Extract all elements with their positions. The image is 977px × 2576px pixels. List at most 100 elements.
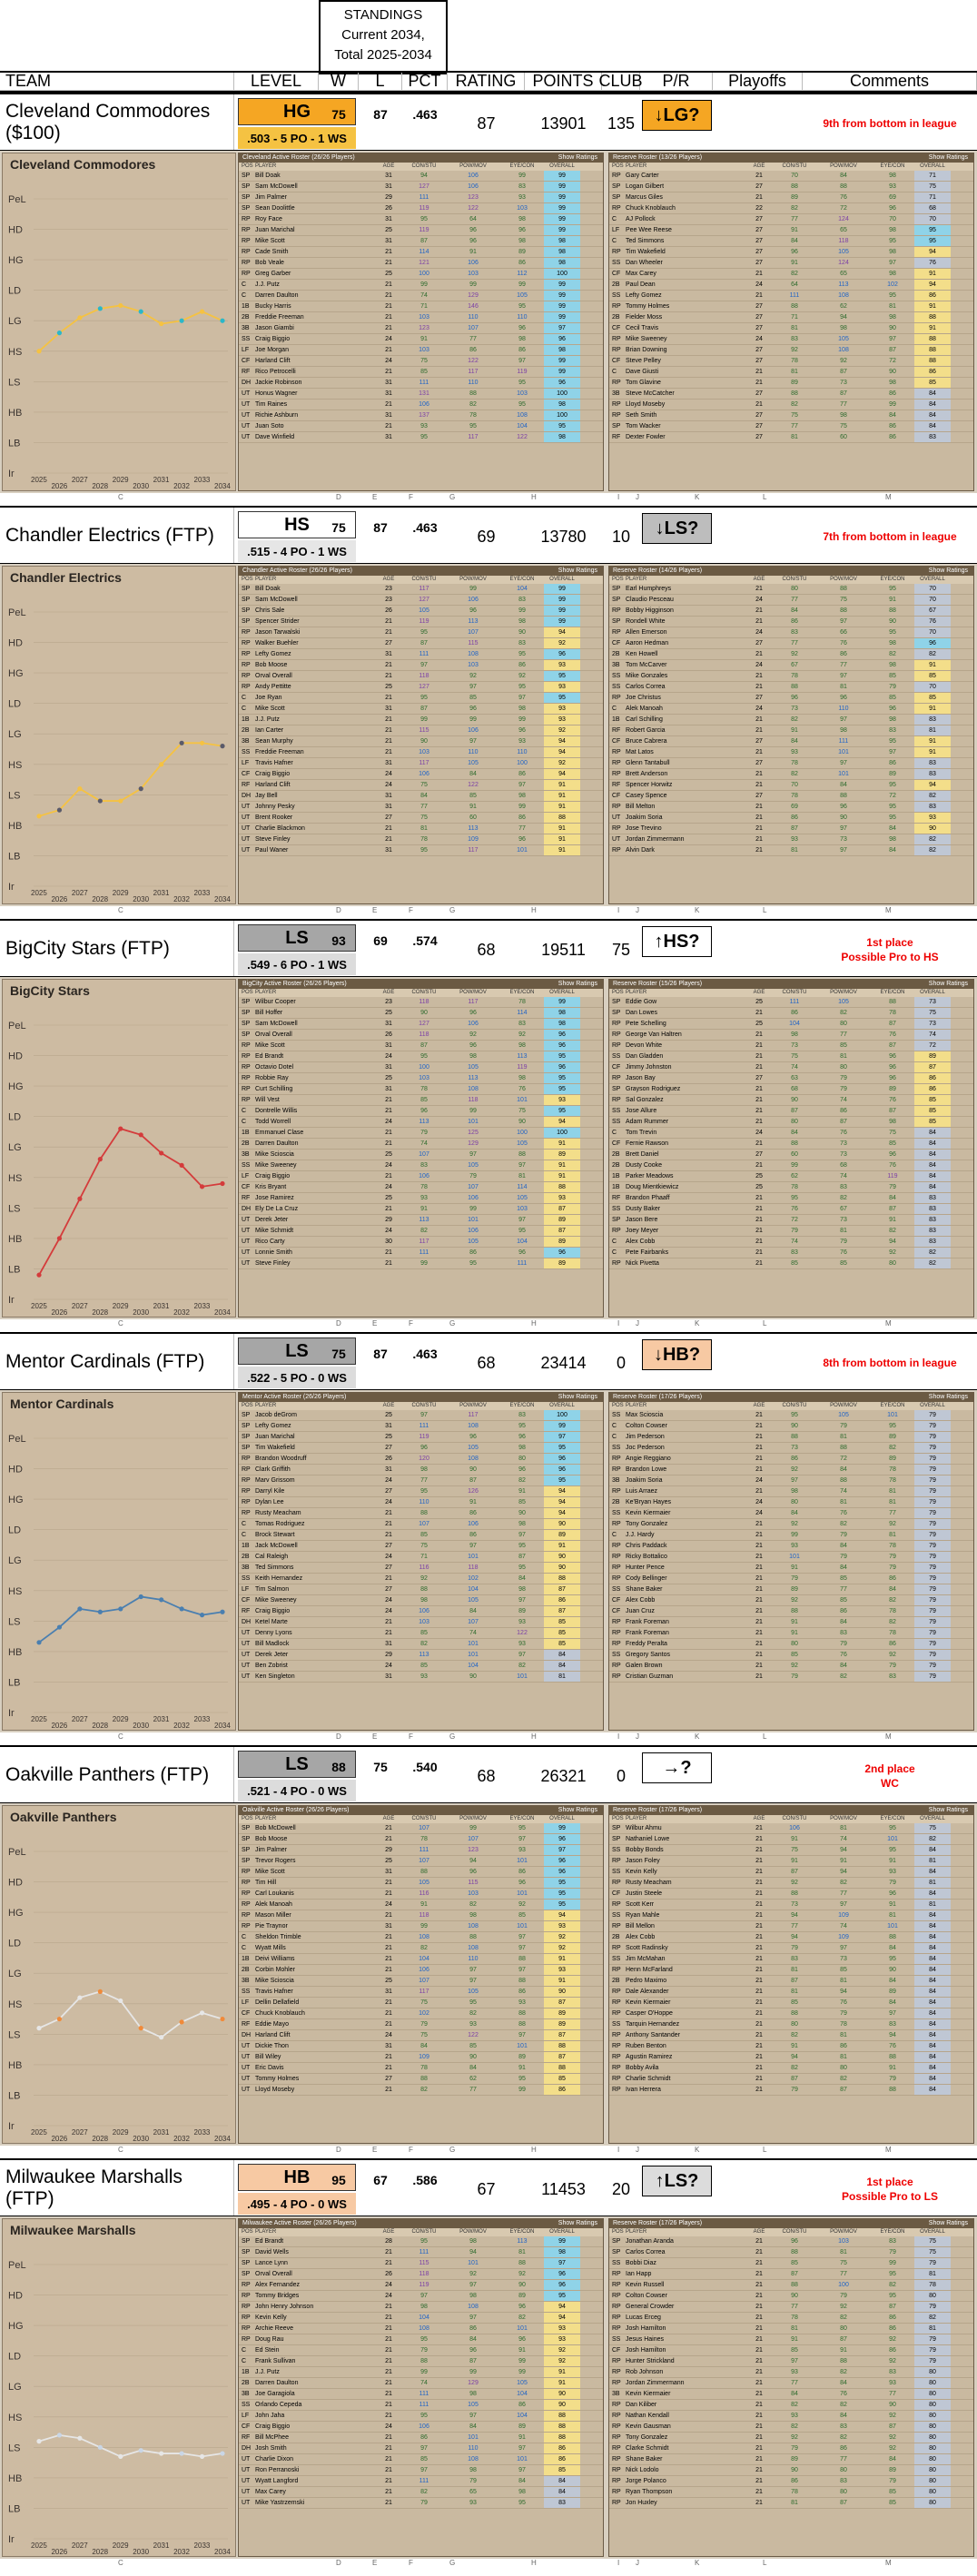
roster-row[interactable]: UT Wyatt Langford 21 111 79 84 84: [239, 2476, 603, 2487]
roster-row[interactable]: 3B Mike Scioscia 25 107 97 88 91: [239, 1976, 603, 1987]
roster-row[interactable]: RP Rob Johnson 21 93 82 83 80: [609, 2367, 973, 2378]
roster-row[interactable]: RP Chuck Knoblauch 22 82 72 96 68: [609, 203, 973, 214]
roster-row[interactable]: RF Bill McPhee 21 86 101 91 88: [239, 2433, 603, 2443]
roster-row[interactable]: SP Marcus Giles 21 89 76 69 71: [609, 192, 973, 203]
roster-row[interactable]: 2B Pedro Maximo 21 87 81 84 84: [609, 1976, 973, 1987]
roster-row[interactable]: RP Jon Huxley 21 81 87 85 80: [609, 2498, 973, 2509]
roster-row[interactable]: RP General Crowder 21 77 92 87 79: [609, 2302, 973, 2313]
roster-row[interactable]: RP Galen Brown 21 92 84 79 79: [609, 1661, 973, 1672]
roster-row[interactable]: C Alex Cobb 21 74 79 94 83: [609, 1237, 973, 1248]
roster-row[interactable]: RP Dan Kiliber 21 82 82 90 80: [609, 2400, 973, 2411]
roster-row[interactable]: RP Freddy Peralta 21 80 79 86 79: [609, 1639, 973, 1650]
show-ratings-toggle[interactable]: Show Ratings: [558, 154, 597, 161]
roster-row[interactable]: RP Alek Manoah 24 91 82 92 95: [239, 1900, 603, 1910]
roster-row[interactable]: C Dave Giusti 21 81 87 90 86: [609, 367, 973, 378]
team-name[interactable]: Mentor Cardinals (FTP): [0, 1334, 234, 1389]
roster-row[interactable]: C Darren Daulton 21 74 129 105 99: [239, 291, 603, 301]
roster-row[interactable]: 2B Cal Raleigh 24 71 101 87 90: [239, 1552, 603, 1563]
roster-row[interactable]: RP Kevin Gausman 21 82 83 87 80: [609, 2422, 973, 2433]
roster-row[interactable]: DH Ketel Marte 21 103 107 93 85: [239, 1617, 603, 1628]
roster-row[interactable]: RP Nick Lodolo 21 90 80 89 80: [609, 2465, 973, 2476]
roster-row[interactable]: UT Denny Lyons 21 85 74 122 85: [239, 1628, 603, 1639]
roster-row[interactable]: RP Roy Face 31 95 64 98 99: [239, 214, 603, 225]
roster-row[interactable]: RF Craig Biggio 24 106 84 89 87: [239, 1606, 603, 1617]
roster-row[interactable]: 2B Darren Daulton 21 74 129 105 91: [239, 2378, 603, 2389]
roster-row[interactable]: RP Orval Overall 21 118 92 92 95: [239, 671, 603, 682]
roster-row[interactable]: CF Kris Bryant 24 78 107 114 88: [239, 1182, 603, 1193]
roster-row[interactable]: SP Logan Gilbert 27 88 88 93 75: [609, 182, 973, 192]
roster-row[interactable]: SP Lefty Gomez 31 111 108 95 99: [239, 1421, 603, 1432]
roster-row[interactable]: RP Tony Gonzalez 21 92 82 92 80: [609, 2433, 973, 2443]
roster-row[interactable]: C Todd Worrell 24 113 101 90 94: [239, 1117, 603, 1128]
roster-row[interactable]: SP Carlos Correa 21 88 81 79 75: [609, 2247, 973, 2258]
roster-row[interactable]: LF Travis Hafner 31 117 105 100 92: [239, 758, 603, 769]
roster-row[interactable]: UT Ken Singleton 31 93 90 101 81: [239, 1672, 603, 1683]
roster-row[interactable]: SP Trevor Rogers 25 107 94 101 96: [239, 1856, 603, 1867]
roster-row[interactable]: 1B Bucky Harris 21 71 146 95 99: [239, 301, 603, 312]
roster-row[interactable]: SS Jesus Haines 21 91 87 92 79: [609, 2334, 973, 2345]
roster-row[interactable]: 2B Freddie Freeman 21 103 110 110 99: [239, 312, 603, 323]
roster-row[interactable]: SP Sam McDowell 31 127 106 83 98: [239, 1019, 603, 1030]
roster-row[interactable]: RP Jorge Polanco 21 86 83 79 80: [609, 2476, 973, 2487]
roster-row[interactable]: RP Josh Hamilton 21 81 80 86 81: [609, 2324, 973, 2334]
roster-row[interactable]: RP Rusty Meacham 21 88 86 90 94: [239, 1508, 603, 1519]
roster-row[interactable]: CF Cecil Travis 27 81 98 90 91: [609, 323, 973, 334]
roster-row[interactable]: UT Steve Finley 21 99 95 111 89: [239, 1258, 603, 1269]
roster-row[interactable]: RP Juan Marichal 25 119 96 96 99: [239, 225, 603, 236]
roster-row[interactable]: RP Will Vest 21 85 118 101 93: [239, 1095, 603, 1106]
roster-row[interactable]: RP Kevin Kelly 21 104 97 82 94: [239, 2313, 603, 2324]
roster-row[interactable]: RP Lefty Gomez 31 111 108 95 96: [239, 649, 603, 660]
roster-row[interactable]: SS Shane Baker 21 89 77 84 79: [609, 1584, 973, 1595]
roster-row[interactable]: UT Lonnie Smith 21 111 86 96 96: [239, 1248, 603, 1258]
roster-row[interactable]: 3B Sean Murphy 21 90 97 93 94: [239, 736, 603, 747]
roster-row[interactable]: RF Dexter Fowler 27 81 60 86 83: [609, 432, 973, 443]
roster-row[interactable]: 2B Fielder Moss 27 71 94 98 88: [609, 312, 973, 323]
roster-row[interactable]: UT Charlie Blackmon 21 81 113 77 91: [239, 824, 603, 834]
roster-row[interactable]: SP Grayson Rodriguez 21 68 79 89 86: [609, 1084, 973, 1095]
roster-row[interactable]: LF Pee Wee Reese 27 91 65 98 95: [609, 225, 973, 236]
roster-row[interactable]: RP Mike Scott 31 88 96 86 96: [239, 1867, 603, 1878]
roster-row[interactable]: RP Gary Carter 21 70 84 98 71: [609, 171, 973, 182]
roster-row[interactable]: SS Bobbi Diaz 21 85 75 99 79: [609, 2258, 973, 2269]
roster-row[interactable]: CF Aaron Hedman 27 77 76 98 96: [609, 638, 973, 649]
team-name[interactable]: Cleveland Commodores ($100): [0, 94, 234, 150]
roster-row[interactable]: SP Wilbur Ahmu 21 106 81 95 75: [609, 1823, 973, 1834]
roster-row[interactable]: SP Tim Wakefield 27 96 105 98 95: [239, 1443, 603, 1454]
roster-row[interactable]: RP Joey Meyer 21 79 81 82 83: [609, 1226, 973, 1237]
roster-row[interactable]: SP Claudio Pesceau 24 77 75 91 70: [609, 595, 973, 606]
roster-row[interactable]: SP Rondell White 21 86 97 90 76: [609, 617, 973, 627]
show-ratings-toggle[interactable]: Show Ratings: [928, 2220, 968, 2226]
roster-row[interactable]: SS Dan Gladden 21 75 81 96 89: [609, 1051, 973, 1062]
roster-row[interactable]: UT Honus Wagner 31 131 88 103 100: [239, 389, 603, 400]
roster-row[interactable]: SP Sean Doolittle 26 119 122 103 99: [239, 203, 603, 214]
roster-row[interactable]: SP Jonathan Aranda 21 96 103 83 75: [609, 2236, 973, 2247]
roster-row[interactable]: RP Shane Baker 21 89 77 84 80: [609, 2454, 973, 2465]
roster-row[interactable]: RP Glenn Tantabull 27 78 97 86 83: [609, 758, 973, 769]
roster-row[interactable]: SP Bill Doak 31 94 106 99 99: [239, 171, 603, 182]
roster-row[interactable]: SP Juan Marichal 25 119 96 96 97: [239, 1432, 603, 1443]
roster-row[interactable]: CF Steve Pelley 27 78 92 72 88: [609, 356, 973, 367]
roster-row[interactable]: 1B Doug Mientkiewicz 25 78 83 79 84: [609, 1182, 973, 1193]
roster-row[interactable]: DH Jay Bell 31 84 85 98 91: [239, 791, 603, 802]
roster-row[interactable]: RP Carl Loukanis 21 116 103 101 95: [239, 1889, 603, 1900]
roster-row[interactable]: RP Walker Buehler 27 87 115 83 92: [239, 638, 603, 649]
roster-row[interactable]: RP Bob Veale 21 121 106 86 98: [239, 258, 603, 269]
roster-row[interactable]: SP Tom Wacker 27 77 75 86 84: [609, 421, 973, 432]
roster-row[interactable]: SP Bob Moose 21 78 107 97 96: [239, 1834, 603, 1845]
roster-row[interactable]: 2B Ke'Bryan Hayes 24 80 81 81 79: [609, 1497, 973, 1508]
roster-row[interactable]: UT Tommy Holmes 27 88 62 95 85: [239, 2074, 603, 2085]
roster-row[interactable]: RP Cade Smith 21 114 91 89 98: [239, 247, 603, 258]
roster-row[interactable]: RP Lucas Erceg 21 78 82 86 82: [609, 2313, 973, 2324]
roster-row[interactable]: 2B Ian Carter 21 115 106 96 92: [239, 725, 603, 736]
roster-row[interactable]: UT Max Carey 21 82 65 98 84: [239, 2487, 603, 2498]
roster-row[interactable]: 1B Carl Schilling 21 82 97 98 83: [609, 715, 973, 725]
roster-row[interactable]: SP Sam McDowell 23 127 106 83 99: [239, 595, 603, 606]
roster-row[interactable]: RP Mike Scott 31 87 96 98 96: [239, 1041, 603, 1051]
roster-row[interactable]: RP Greg Garber 25 100 103 112 100: [239, 269, 603, 280]
roster-row[interactable]: CF Fernie Rawson 21 88 73 85 84: [609, 1139, 973, 1150]
roster-row[interactable]: SS Dan Wheeler 27 91 124 97 76: [609, 258, 973, 269]
roster-row[interactable]: SP Jim Palmer 29 111 123 93 97: [239, 1845, 603, 1856]
roster-row[interactable]: UT Rico Carty 30 117 105 104 89: [239, 1237, 603, 1248]
roster-row[interactable]: RP Pete Schelling 25 104 80 87 73: [609, 1019, 973, 1030]
roster-row[interactable]: C Jim Pederson 21 88 81 89 79: [609, 1432, 973, 1443]
